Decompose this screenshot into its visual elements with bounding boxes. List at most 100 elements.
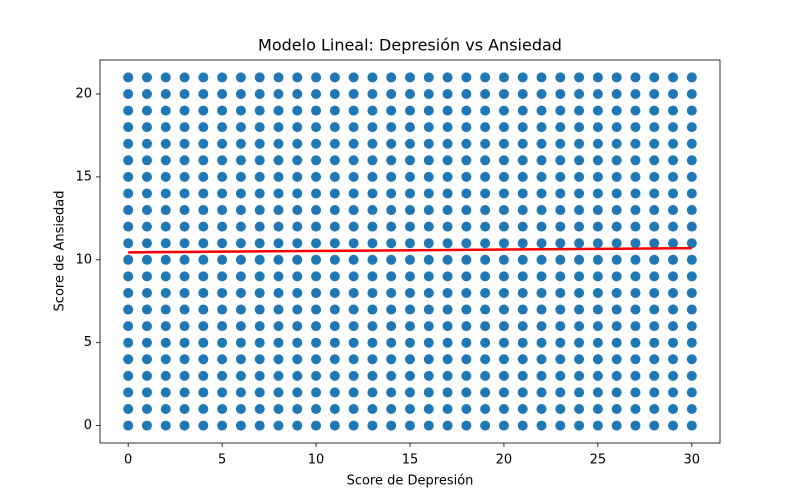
scatter-point	[329, 72, 340, 83]
scatter-point	[498, 155, 509, 166]
scatter-point	[555, 88, 566, 99]
scatter-point	[235, 354, 246, 365]
scatter-point	[480, 205, 491, 216]
scatter-point	[123, 370, 134, 381]
scatter-point	[179, 370, 190, 381]
scatter-point	[348, 238, 359, 249]
scatter-point	[141, 72, 152, 83]
scatter-point	[217, 420, 228, 431]
scatter-point	[292, 105, 303, 116]
scatter-point	[574, 122, 585, 133]
scatter-point	[536, 122, 547, 133]
scatter-point	[649, 221, 660, 232]
x-tick-label: 0	[124, 453, 132, 468]
scatter-point	[461, 304, 472, 315]
scatter-point	[611, 171, 622, 182]
scatter-point	[461, 171, 472, 182]
scatter-point	[217, 72, 228, 83]
scatter-point	[536, 321, 547, 332]
scatter-point	[179, 205, 190, 216]
y-tick-label: 0	[84, 418, 92, 433]
scatter-point	[292, 88, 303, 99]
scatter-point	[517, 72, 528, 83]
scatter-point	[423, 404, 434, 415]
scatter-point	[198, 155, 209, 166]
scatter-point	[480, 287, 491, 298]
scatter-point	[498, 238, 509, 249]
scatter-point	[123, 387, 134, 398]
scatter-point	[273, 221, 284, 232]
x-tick-label: 30	[684, 453, 701, 468]
scatter-point	[329, 271, 340, 282]
scatter-point	[423, 420, 434, 431]
scatter-point	[686, 221, 697, 232]
scatter-point	[686, 122, 697, 133]
scatter-point	[668, 387, 679, 398]
scatter-point	[311, 304, 322, 315]
scatter-point	[517, 221, 528, 232]
x-tick-label: 15	[402, 453, 419, 468]
scatter-point	[367, 238, 378, 249]
scatter-point	[405, 254, 415, 265]
scatter-point	[630, 354, 641, 365]
scatter-point	[498, 287, 509, 298]
scatter-point	[198, 370, 209, 381]
scatter-point	[329, 138, 340, 149]
scatter-point	[123, 321, 134, 332]
scatter-point	[668, 138, 679, 149]
scatter-point	[611, 337, 622, 348]
y-tick-label: 5	[84, 335, 92, 350]
scatter-point	[198, 387, 209, 398]
scatter-point	[498, 387, 509, 398]
scatter-point	[668, 171, 679, 182]
scatter-point	[630, 287, 641, 298]
scatter-point	[668, 321, 679, 332]
scatter-point	[442, 221, 453, 232]
scatter-point	[273, 238, 284, 249]
scatter-point	[630, 387, 641, 398]
scatter-point	[329, 238, 340, 249]
scatter-point	[141, 238, 152, 249]
scatter-point	[686, 238, 697, 249]
scatter-point	[461, 287, 472, 298]
scatter-point	[498, 404, 509, 415]
scatter-point	[668, 205, 679, 216]
scatter-point	[311, 271, 322, 282]
scatter-point	[123, 105, 134, 116]
scatter-point	[536, 138, 547, 149]
scatter-point	[160, 221, 171, 232]
scatter-point	[592, 404, 603, 415]
scatter-point	[442, 420, 453, 431]
scatter-point	[517, 171, 528, 182]
scatter-point	[630, 420, 641, 431]
scatter-point	[555, 354, 566, 365]
scatter-point	[123, 171, 134, 182]
scatter-point	[536, 171, 547, 182]
scatter-point	[442, 337, 453, 348]
scatter-point	[311, 337, 322, 348]
scatter-point	[217, 321, 228, 332]
scatter-point	[386, 370, 397, 381]
scatter-point	[217, 370, 228, 381]
scatter-point	[292, 122, 303, 133]
scatter-point	[198, 287, 209, 298]
scatter-point	[123, 238, 134, 249]
scatter-point	[405, 404, 415, 415]
scatter-point	[649, 287, 660, 298]
scatter-point	[141, 155, 152, 166]
scatter-point	[273, 122, 284, 133]
scatter-point	[592, 138, 603, 149]
scatter-point	[442, 370, 453, 381]
scatter-point	[329, 221, 340, 232]
scatter-point	[311, 354, 322, 365]
scatter-point	[423, 72, 434, 83]
scatter-point	[611, 354, 622, 365]
scatter-point	[235, 404, 246, 415]
scatter-point	[311, 171, 322, 182]
scatter-point	[423, 254, 434, 265]
scatter-point	[480, 387, 491, 398]
x-tick-label: 20	[496, 453, 513, 468]
scatter-point	[668, 304, 679, 315]
scatter-point	[461, 387, 472, 398]
scatter-point	[461, 88, 472, 99]
